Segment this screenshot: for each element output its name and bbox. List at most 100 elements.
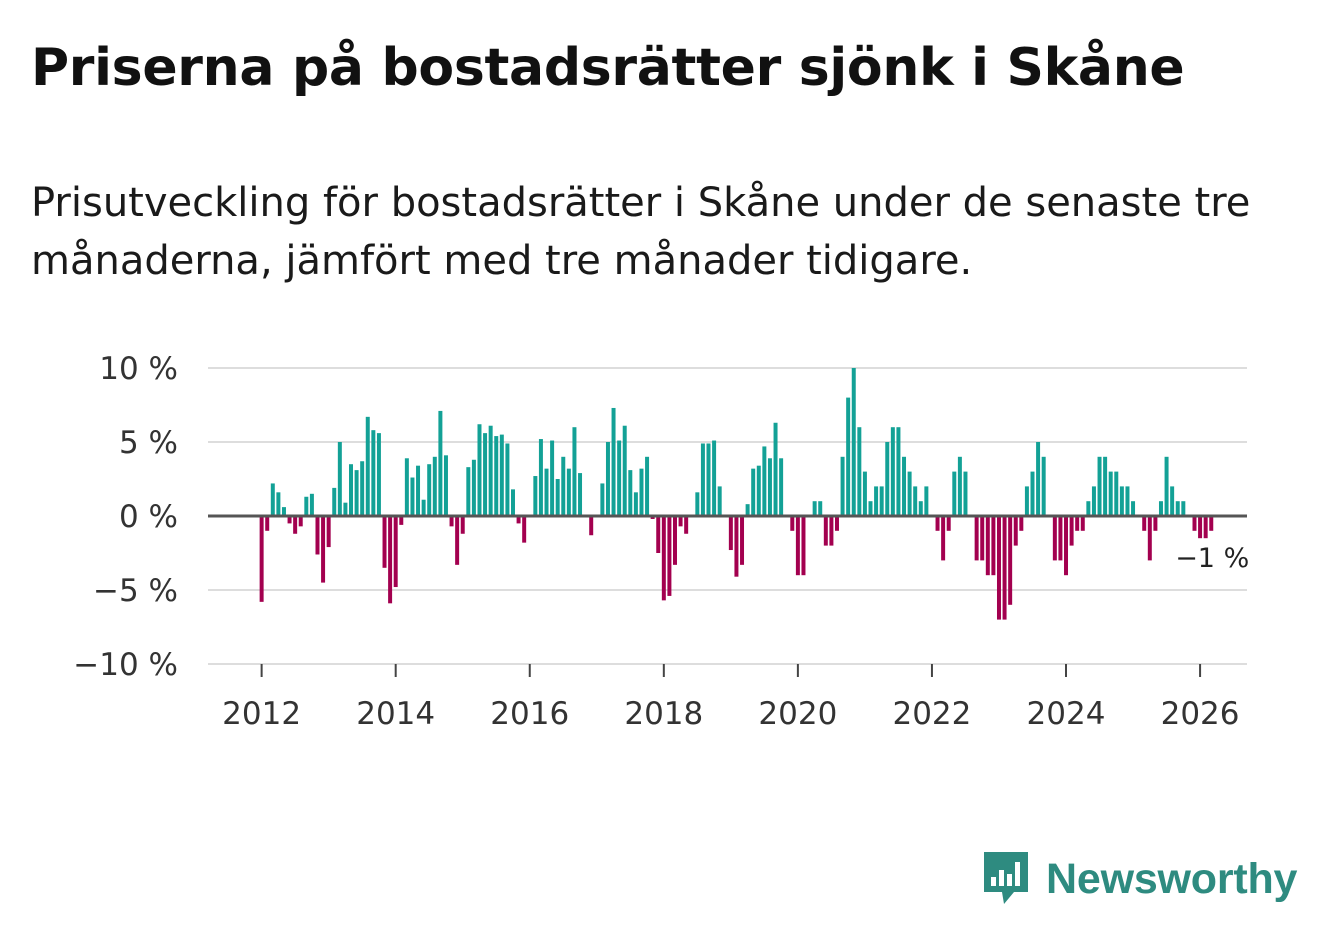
bar [673,516,677,565]
bar [695,492,700,516]
bar [399,516,404,525]
bar [376,433,381,516]
newsworthy-logo-icon [984,852,1028,904]
bar [460,516,465,534]
bar [706,443,711,516]
bar [717,486,722,516]
bar [477,424,482,516]
bar [410,477,415,516]
bar [974,516,979,561]
page-title: Priserna på bostadsrätter sjönk i Skåne [31,38,1185,98]
bar [1058,516,1063,561]
bar [382,516,387,568]
bar [1052,516,1057,561]
bar [1170,486,1175,516]
bar [388,516,393,604]
bar [326,516,331,548]
bar [745,504,750,516]
bar [862,471,867,516]
bar [963,471,968,516]
bar [734,516,739,577]
bar [1024,486,1029,516]
bar [1147,516,1152,561]
brand-logo: Newsworthy [980,848,1297,910]
bar [1036,442,1041,516]
bar [1108,471,1113,516]
bar [443,455,448,516]
bar [466,467,471,516]
bar [438,410,443,516]
bar [1030,471,1035,516]
x-tick-label: 2024 [1027,696,1106,732]
bar [935,516,940,531]
axis-layer: 10 % 5 % 0 % −5 % −10 % 2012 2014 2016 2018 2020 2… [73,351,1239,732]
bar [1203,516,1208,539]
bar [818,501,823,516]
last-value-label: −1 % [1175,543,1249,574]
bar [1198,516,1203,539]
x-tick-label: 2020 [758,696,837,732]
bar [1091,486,1096,516]
bar [617,440,622,516]
bar [1142,516,1147,531]
bar [913,486,918,516]
bar [1075,516,1080,531]
bar [996,516,1001,620]
bar [455,516,460,565]
bar [1097,456,1102,516]
bar [678,516,683,527]
bar [1131,501,1136,516]
brand-name: Newsworthy [1046,854,1298,903]
y-tick-label: −5 % [93,573,178,609]
bar [851,368,856,516]
bar [1181,501,1186,516]
bar [823,516,828,546]
bar [773,422,778,516]
bar [578,473,583,516]
bar [276,492,281,516]
bar [645,456,650,516]
bar [1069,516,1074,546]
bar [309,493,314,516]
bar-chart: 10 % 5 % 0 % −5 % −10 % 2012 2014 2016 2018 2020 2… [73,351,1249,732]
bar [628,470,633,516]
bar [1019,516,1024,531]
bar [700,443,705,516]
x-tick-label: 2026 [1161,696,1240,732]
bar [918,501,923,516]
y-tick-label: 0 % [119,499,178,535]
bar [605,442,610,516]
bar [857,427,862,516]
bar [354,470,359,516]
bar [393,516,398,588]
bar [421,499,426,516]
bar [404,458,409,516]
bar [1209,516,1214,531]
bar [941,516,946,561]
bar [667,516,672,596]
bar [896,427,901,516]
bar [779,458,784,516]
bar [868,501,873,516]
bar [1153,516,1158,531]
bar [538,439,543,516]
bar [639,468,644,516]
bar [1086,501,1091,516]
bar [1119,486,1124,516]
bar [494,436,499,516]
bar [902,456,907,516]
y-tick-label: 5 % [119,425,178,461]
bar [550,440,555,516]
bar [566,468,571,516]
bar [471,459,476,516]
bar [728,516,733,551]
bar [840,456,845,516]
bar [270,483,275,516]
bar [1103,456,1108,516]
bar [924,486,929,516]
bar [522,516,527,543]
bar [656,516,661,553]
bar [287,516,292,524]
bar [365,416,370,516]
bar [874,486,879,516]
